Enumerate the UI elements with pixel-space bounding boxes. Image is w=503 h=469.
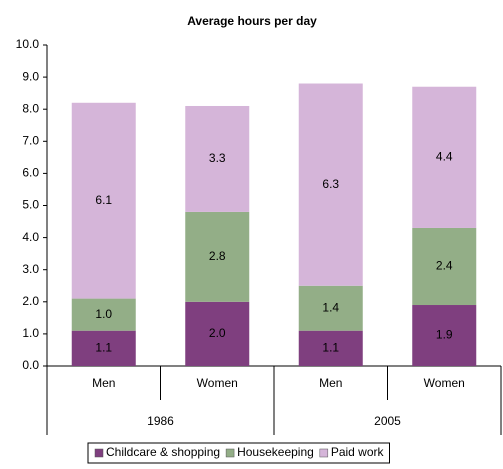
bar-segment <box>185 105 250 212</box>
data-label: 2.4 <box>436 259 453 273</box>
bar-segment <box>298 285 363 331</box>
bar-segment <box>298 330 363 366</box>
data-label: 4.4 <box>436 150 453 164</box>
data-label: 1.1 <box>95 341 112 355</box>
legend-label: Housekeeping <box>237 445 314 459</box>
data-label: 2.8 <box>209 249 226 263</box>
bar-segment <box>71 298 136 331</box>
chart-title: Average hours per day <box>187 14 317 28</box>
y-tick-label: 10.0 <box>16 37 40 51</box>
data-label: 3.3 <box>209 151 226 165</box>
legend-swatch <box>225 448 235 458</box>
data-label: 6.1 <box>95 193 112 207</box>
data-label: 6.3 <box>322 177 339 191</box>
legend-swatch <box>94 448 104 458</box>
y-tick-label: 9.0 <box>22 69 39 83</box>
bar-segment <box>185 211 250 302</box>
data-label: 2.0 <box>209 326 226 340</box>
y-tick-label: 4.0 <box>22 230 39 244</box>
y-tick-label: 1.0 <box>22 326 39 340</box>
group-label: 1986 <box>147 414 174 428</box>
x-tick-label: Women <box>197 376 238 390</box>
bar-segment <box>185 301 250 366</box>
y-tick-label: 2.0 <box>22 294 39 308</box>
bar-segment <box>412 227 477 306</box>
bar-segment <box>71 102 136 299</box>
x-tick-label: Men <box>92 376 115 390</box>
y-tick-label: 6.0 <box>22 166 39 180</box>
y-tick-label: 0.0 <box>22 358 39 372</box>
y-tick-label: 3.0 <box>22 262 39 276</box>
legend-swatch <box>319 448 329 458</box>
data-label: 1.0 <box>95 307 112 321</box>
bar-segment <box>298 83 363 286</box>
bar-segment <box>412 305 477 366</box>
data-label: 1.1 <box>322 341 339 355</box>
y-tick-label: 7.0 <box>22 133 39 147</box>
legend-label: Childcare & shopping <box>106 445 220 459</box>
x-tick-label: Women <box>424 376 465 390</box>
data-label: 1.9 <box>436 328 453 342</box>
group-label: 2005 <box>374 414 401 428</box>
y-tick-label: 5.0 <box>22 198 39 212</box>
x-tick-label: Men <box>319 376 342 390</box>
y-tick-label: 8.0 <box>22 101 39 115</box>
legend-label: Paid work <box>331 445 385 459</box>
bar-segment <box>71 330 136 366</box>
bar-segment <box>412 86 477 228</box>
data-label: 1.4 <box>322 300 339 314</box>
legend-box <box>87 442 390 464</box>
